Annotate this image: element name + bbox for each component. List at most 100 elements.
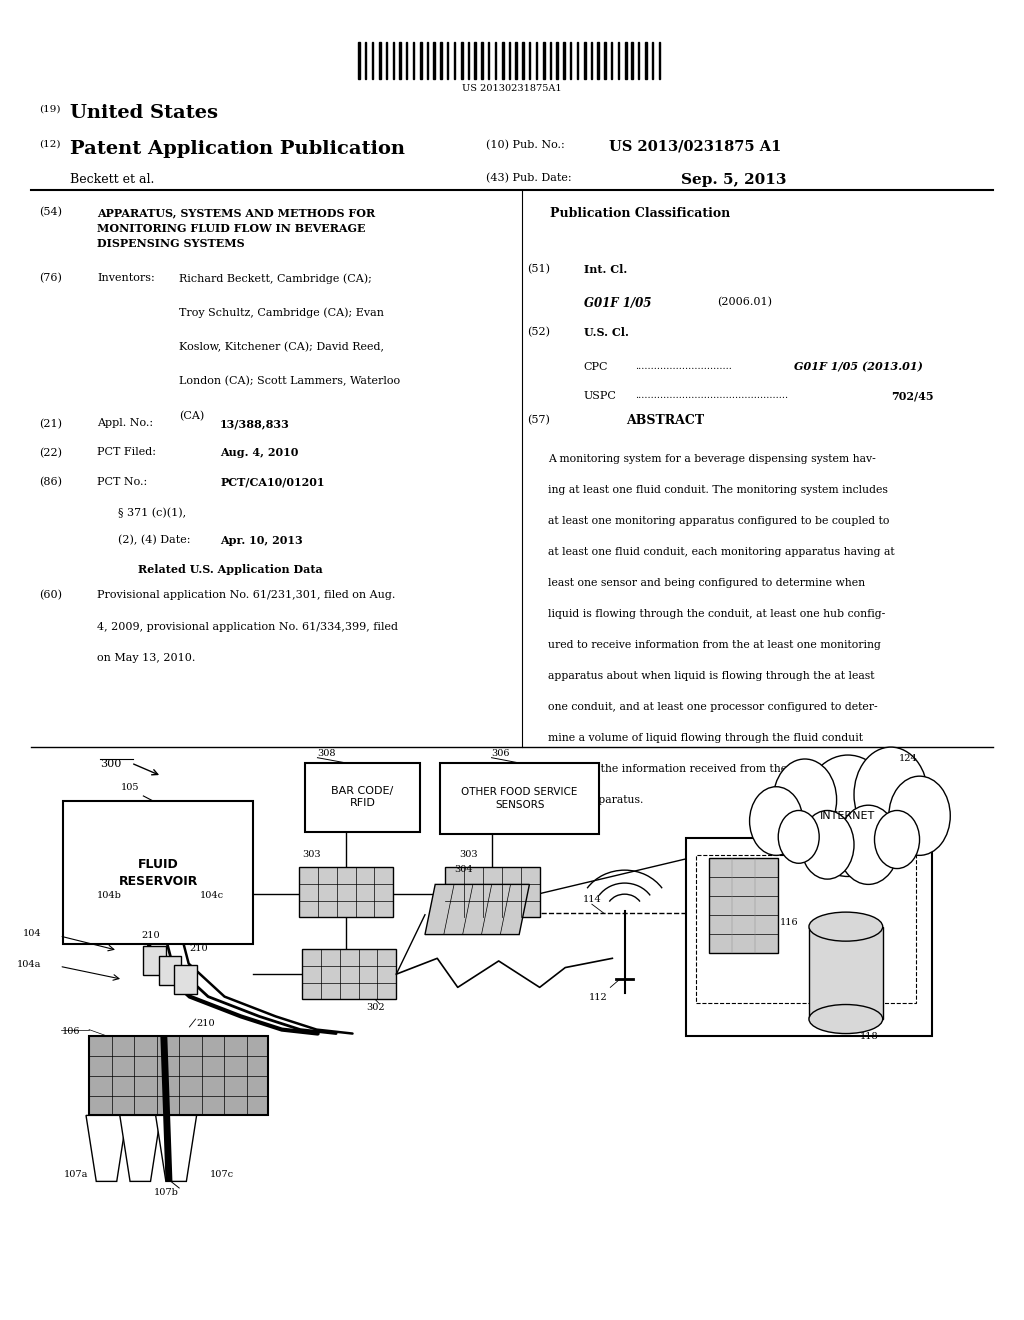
Text: Koslow, Kitchener (CA); David Reed,: Koslow, Kitchener (CA); David Reed, (179, 342, 384, 352)
Text: (52): (52) (527, 327, 550, 338)
Text: at least one monitoring apparatus configured to be coupled to: at least one monitoring apparatus config… (548, 516, 889, 527)
Ellipse shape (809, 912, 883, 941)
Text: ured to receive information from the at least one monitoring: ured to receive information from the at … (548, 640, 881, 651)
Text: Richard Beckett, Cambridge (CA);: Richard Beckett, Cambridge (CA); (179, 273, 372, 284)
Text: (43) Pub. Date:: (43) Pub. Date: (486, 173, 572, 183)
Text: liquid is flowing through the conduit, at least one hub config-: liquid is flowing through the conduit, a… (548, 609, 885, 619)
Text: Provisional application No. 61/231,301, filed on Aug.: Provisional application No. 61/231,301, … (97, 590, 395, 601)
Text: (CA): (CA) (179, 411, 205, 421)
Text: (86): (86) (39, 477, 61, 487)
Bar (481, 42, 483, 79)
Bar (543, 42, 545, 79)
Text: US 2013/0231875 A1: US 2013/0231875 A1 (609, 140, 781, 154)
Bar (658, 42, 659, 79)
Bar (584, 42, 586, 79)
Bar (550, 42, 551, 79)
Bar (358, 42, 360, 79)
Text: Related U.S. Application Data: Related U.S. Application Data (138, 564, 323, 574)
Text: 210: 210 (189, 944, 208, 953)
Text: 107b: 107b (154, 1188, 178, 1197)
Text: .................................................: ........................................… (635, 391, 788, 400)
Bar (638, 42, 639, 79)
Bar (809, 927, 883, 1019)
Text: 107a: 107a (63, 1170, 88, 1179)
Text: United States: United States (70, 104, 218, 123)
Polygon shape (425, 884, 529, 935)
Bar (604, 42, 606, 79)
Text: 300: 300 (100, 759, 122, 770)
Text: 306: 306 (492, 748, 510, 758)
Text: Sep. 5, 2013: Sep. 5, 2013 (681, 173, 786, 187)
Text: FLUID
RESERVOIR: FLUID RESERVOIR (119, 858, 198, 887)
FancyBboxPatch shape (686, 838, 932, 1036)
Bar (577, 42, 578, 79)
Text: 303: 303 (302, 850, 321, 859)
Bar (488, 42, 489, 79)
Text: (60): (60) (39, 590, 61, 601)
Text: (51): (51) (527, 264, 550, 275)
Text: G01F 1/05: G01F 1/05 (584, 297, 651, 310)
Text: Publication Classification: Publication Classification (550, 207, 730, 220)
Text: 104a: 104a (16, 961, 41, 969)
Text: 210: 210 (197, 1019, 215, 1028)
Text: 107c: 107c (210, 1170, 234, 1179)
Bar (536, 42, 537, 79)
Bar (461, 42, 463, 79)
Text: USPC: USPC (584, 391, 616, 401)
Text: 702/45: 702/45 (891, 391, 934, 401)
Text: PCT No.:: PCT No.: (97, 477, 147, 487)
Text: 118: 118 (860, 1032, 879, 1041)
Text: PCT Filed:: PCT Filed: (97, 447, 157, 458)
Text: 116: 116 (780, 917, 799, 927)
Bar (645, 42, 647, 79)
Text: Int. Cl.: Int. Cl. (584, 264, 627, 275)
Bar (522, 42, 524, 79)
Polygon shape (156, 1115, 197, 1181)
Text: Apr. 10, 2013: Apr. 10, 2013 (220, 535, 303, 545)
Text: 110: 110 (896, 822, 914, 832)
Text: Inventors:: Inventors: (97, 273, 155, 284)
Bar (427, 42, 428, 79)
Bar (709, 858, 778, 953)
Text: Patent Application Publication: Patent Application Publication (70, 140, 404, 158)
Text: mine a volume of liquid flowing through the fluid conduit: mine a volume of liquid flowing through … (548, 733, 863, 743)
Text: on May 13, 2010.: on May 13, 2010. (97, 653, 196, 664)
Text: 13/388,833: 13/388,833 (220, 418, 290, 429)
Bar (433, 42, 434, 79)
Text: INTERNET: INTERNET (820, 810, 876, 821)
Bar (591, 42, 592, 79)
Text: 105: 105 (121, 783, 139, 792)
Text: 124: 124 (899, 754, 918, 763)
Bar (299, 867, 393, 917)
Text: least one sensor and being configured to determine when: least one sensor and being configured to… (548, 578, 865, 589)
Text: OTHER FOOD SERVICE
SENSORS: OTHER FOOD SERVICE SENSORS (462, 788, 578, 809)
Bar (413, 42, 414, 79)
FancyBboxPatch shape (440, 763, 599, 834)
Text: (19): (19) (39, 104, 60, 114)
Text: (21): (21) (39, 418, 61, 429)
Text: (10) Pub. No.:: (10) Pub. No.: (486, 140, 565, 150)
Circle shape (801, 755, 895, 876)
Text: toring apparatus.: toring apparatus. (548, 795, 643, 805)
Bar (407, 42, 408, 79)
Circle shape (874, 810, 920, 869)
Text: Beckett et al.: Beckett et al. (70, 173, 154, 186)
Text: US 20130231875A1: US 20130231875A1 (462, 84, 562, 94)
Bar (652, 42, 653, 79)
Bar (302, 949, 396, 999)
Text: ABSTRACT: ABSTRACT (627, 414, 705, 428)
FancyBboxPatch shape (305, 763, 420, 832)
Polygon shape (120, 1115, 161, 1181)
Text: Troy Schultz, Cambridge (CA); Evan: Troy Schultz, Cambridge (CA); Evan (179, 308, 384, 318)
Text: U.S. Cl.: U.S. Cl. (584, 327, 629, 338)
Circle shape (889, 776, 950, 855)
Bar (447, 42, 449, 79)
Text: apparatus about when liquid is flowing through the at least: apparatus about when liquid is flowing t… (548, 671, 874, 681)
Text: Aug. 4, 2010: Aug. 4, 2010 (220, 447, 299, 458)
Text: 114: 114 (583, 895, 601, 904)
Bar (366, 42, 367, 79)
Text: one conduit, and at least one processor configured to deter-: one conduit, and at least one processor … (548, 702, 878, 713)
Text: at least one fluid conduit, each monitoring apparatus having at: at least one fluid conduit, each monitor… (548, 546, 895, 557)
Text: 210: 210 (141, 931, 160, 940)
Text: 302: 302 (367, 1003, 385, 1012)
